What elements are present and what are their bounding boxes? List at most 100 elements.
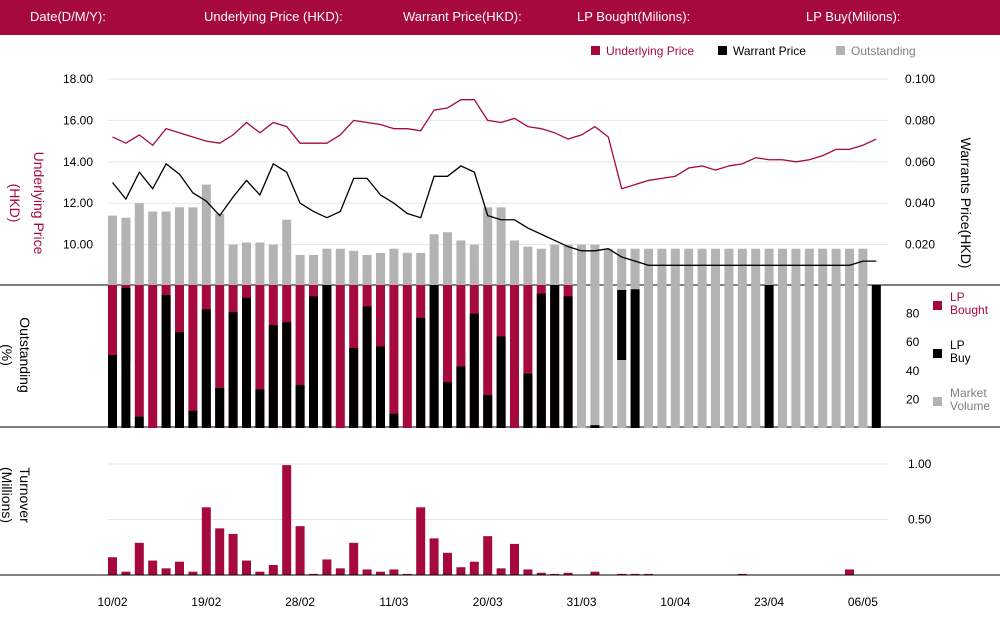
outstanding-bar (711, 248, 720, 285)
outstanding-bar (268, 244, 278, 285)
outstanding-bar (175, 207, 184, 285)
outstanding-bar (134, 203, 144, 285)
market-volume-bar (670, 285, 680, 428)
lp-bought-bar (295, 285, 305, 428)
turnover-bar (536, 572, 546, 575)
lp-buy-bar (483, 395, 493, 428)
outstanding-bar (804, 248, 814, 285)
y-tick-warrant: 0.060 (905, 155, 935, 169)
outstanding-bar (657, 248, 667, 285)
market-volume-bar (791, 285, 801, 428)
market-volume-bar (590, 285, 600, 428)
y-tick-outstanding: 80 (906, 307, 920, 321)
outstanding-bar (201, 184, 211, 285)
y-tick-warrant: 0.100 (905, 72, 935, 86)
turnover-bar (402, 573, 412, 575)
lp-buy-bar (282, 322, 292, 428)
lp-buy-bar (242, 297, 251, 428)
header-bar: Date(D/M/Y): Underlying Price (HKD): War… (0, 0, 1000, 35)
lp-buy-bar (496, 336, 506, 428)
lp-buy-bar (295, 385, 305, 428)
y-tick-underlying: 12.00 (63, 196, 93, 210)
outstanding-bar (443, 232, 452, 285)
lp-buy-bar (161, 295, 171, 428)
x-tick-label: 28/02 (285, 595, 315, 609)
axis-label-underlying: (HKD) (7, 184, 23, 223)
turnover-bar (590, 571, 600, 575)
y-tick-outstanding: 60 (906, 335, 920, 349)
y-tick-outstanding: 20 (906, 392, 920, 406)
lp-buy-bar (764, 285, 774, 428)
lp-buy-bar (456, 366, 466, 428)
y-tick-turnover: 1.00 (908, 457, 932, 471)
lp-buy-bar (228, 312, 238, 428)
outstanding-bar (764, 248, 774, 285)
lp-buy-bar (429, 285, 439, 428)
lp-buy-bar (563, 296, 573, 428)
axis-label-turnover: (Millions) (0, 467, 15, 523)
market-volume-bar (603, 285, 613, 428)
market-volume-bar (737, 285, 747, 428)
lp-buy-bar (617, 290, 627, 360)
lp-bought-bar (215, 285, 225, 428)
outstanding-bar (831, 248, 841, 285)
turnover-bar (335, 568, 345, 575)
outstanding-bar (282, 219, 292, 285)
underlying-price-label: Underlying Price (HKD): (204, 9, 343, 24)
turnover-bar (349, 542, 359, 575)
outstanding-bar (510, 240, 519, 285)
outstanding-bar (737, 248, 747, 285)
turnover-bar (295, 526, 305, 575)
axis-label-outstanding: Outstanding (17, 317, 33, 393)
outstanding-bar (469, 244, 479, 285)
turnover-bar (161, 568, 171, 575)
lp-bought-bar (188, 285, 198, 414)
turnover-bar (429, 538, 439, 575)
lp-bought-bar (389, 285, 399, 428)
outstanding-bar (483, 207, 493, 285)
outstanding-bar (630, 248, 640, 285)
outstanding-bar (309, 254, 318, 285)
market-volume-bar (657, 285, 667, 428)
turnover-bar (148, 560, 158, 575)
y-tick-underlying: 16.00 (63, 113, 93, 127)
lp-buy-bar (349, 347, 359, 428)
outstanding-bar (215, 213, 225, 285)
y-tick-underlying: 10.00 (63, 238, 93, 252)
y-tick-warrant: 0.020 (905, 238, 935, 252)
lp-buy-bar (322, 285, 332, 428)
turnover-bar (483, 536, 493, 575)
outstanding-bar (108, 215, 117, 285)
lp-buy-bar (469, 313, 479, 428)
outstanding-bar (242, 242, 251, 285)
x-tick-label: 11/03 (379, 595, 408, 609)
outstanding-bar (751, 248, 761, 285)
turnover-bar (134, 542, 144, 575)
market-volume-bar (711, 285, 720, 428)
outstanding-bar (550, 244, 560, 285)
outstanding-bar (161, 211, 171, 285)
outstanding-bar (255, 242, 265, 285)
outstanding-bar (590, 244, 600, 285)
turnover-bar (644, 573, 653, 575)
lp-bought-bar (456, 285, 466, 428)
market-volume-bar (818, 285, 828, 428)
outstanding-bar (295, 254, 305, 285)
x-tick-label: 23/04 (754, 595, 784, 609)
y-tick-turnover: 0.50 (908, 513, 932, 527)
lp-buy-bar (268, 325, 278, 428)
turnover-bar (175, 561, 184, 575)
date-label: Date(D/M/Y): (30, 9, 106, 24)
outstanding-bar (603, 248, 613, 285)
turnover-bar (322, 559, 332, 575)
lp-bought-bar (402, 285, 412, 428)
lp-buy-bar (550, 285, 560, 428)
legend-label: Underlying Price (606, 44, 694, 58)
lp-buy-bar (108, 355, 117, 428)
lp-buy-bar (175, 332, 184, 428)
outstanding-bar (724, 248, 734, 285)
turnover-bar (496, 568, 506, 575)
lp-buy-label: LP Buy(Milions): (806, 9, 901, 24)
lp-buy-bar (255, 389, 265, 428)
lp-bought-bar (510, 285, 519, 428)
